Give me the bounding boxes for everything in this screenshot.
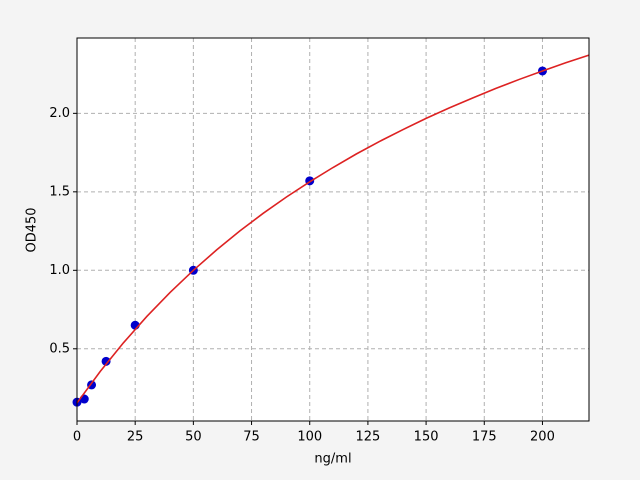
y-tick-label: 0.5 xyxy=(49,341,70,356)
x-tick-label: 0 xyxy=(73,430,81,445)
x-tick-label: 25 xyxy=(127,430,144,445)
y-tick-label: 1.0 xyxy=(49,263,70,278)
x-tick-label: 125 xyxy=(355,430,380,445)
fit-curve xyxy=(76,54,590,404)
plot-area xyxy=(77,38,589,421)
x-tick-label: 200 xyxy=(530,430,555,445)
y-axis-label: OD450 xyxy=(25,207,40,252)
x-tick-label: 100 xyxy=(297,430,322,445)
x-axis-label: ng/ml xyxy=(314,452,351,467)
axes-frame xyxy=(76,37,590,422)
x-tick-label: 75 xyxy=(243,430,260,445)
x-tick-label: 50 xyxy=(185,430,202,445)
x-tick-label: 150 xyxy=(414,430,439,445)
y-tick-label: 2.0 xyxy=(49,106,70,121)
y-tick-label: 1.5 xyxy=(49,184,70,199)
x-tick-label: 175 xyxy=(472,430,497,445)
